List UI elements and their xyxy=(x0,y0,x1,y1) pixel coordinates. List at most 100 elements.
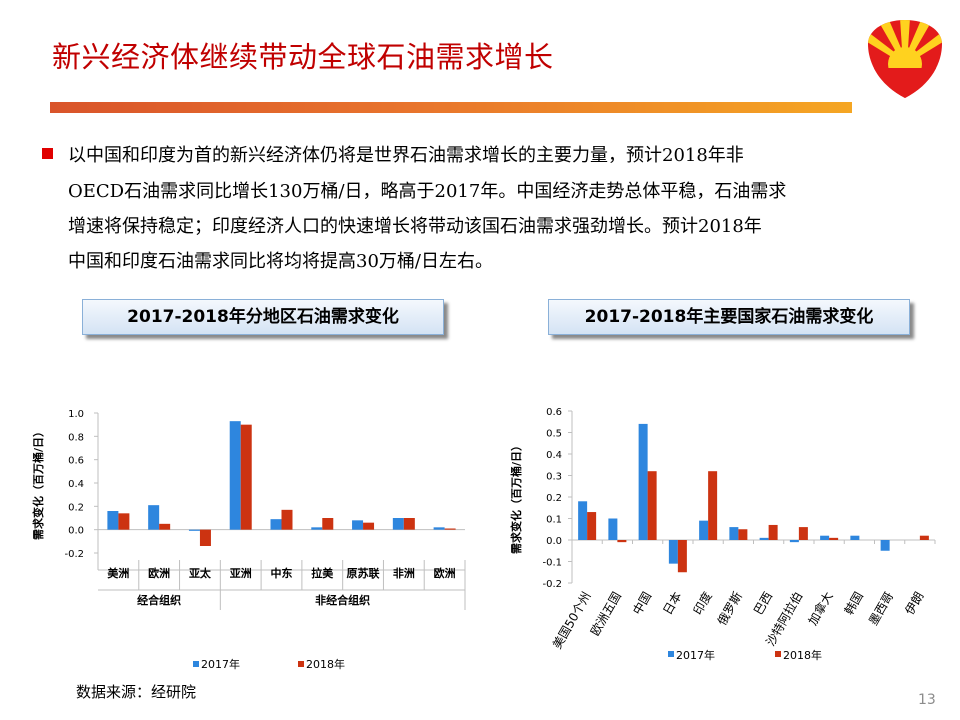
legend-swatch-0 xyxy=(668,651,674,657)
legend-label-0: 2017年 xyxy=(676,648,715,662)
x-category-label: 印度 xyxy=(690,589,715,617)
bar-2018-6 xyxy=(768,524,778,540)
bar-2018-0 xyxy=(118,513,130,530)
bar-2018-5 xyxy=(322,518,334,530)
paragraph-line-2: OECD石油需求同比增长130万桶/日，略高于2017年。中国经济走势总体平稳，… xyxy=(68,181,787,202)
y-axis-title: 需求变化（百万桶/日） xyxy=(509,440,523,554)
bar-2018-8 xyxy=(829,537,839,540)
y-tick-label: 0.6 xyxy=(68,456,84,467)
x-category-label: 美国50个州 xyxy=(550,590,594,652)
company-logo-icon xyxy=(868,20,942,98)
bar-2018-3 xyxy=(240,424,252,530)
y-tick-label: -0.2 xyxy=(542,579,562,590)
x-category-label: 巴西 xyxy=(751,590,775,618)
bar-2018-4 xyxy=(708,471,718,540)
bar-2018-7 xyxy=(798,527,808,540)
paragraph-line-3: 增速将保持稳定；印度经济人口的快速增长将带动该国石油需求强劲增长。预计2018年 xyxy=(68,216,762,237)
legend-label-1: 2018年 xyxy=(306,657,345,671)
paragraph-line-1: 以中国和印度为首的新兴经济体仍将是世界石油需求增长的主要力量，预计2018年非 xyxy=(68,145,744,166)
bar-2018-2 xyxy=(647,471,657,540)
y-tick-label: 0.0 xyxy=(546,536,562,547)
bar-2018-8 xyxy=(444,528,456,530)
x-category-label: 原苏联 xyxy=(347,566,380,580)
x-category-label: 亚洲 xyxy=(230,567,252,580)
y-tick-label: 0.1 xyxy=(546,515,562,526)
x-category-label: 欧洲 xyxy=(434,566,456,580)
bar-2017-8 xyxy=(820,535,830,540)
y-tick-label: 1.0 xyxy=(68,409,84,420)
x-category-label: 非洲 xyxy=(393,566,415,580)
section-header-left: 2017-2018年分地区石油需求变化 xyxy=(82,299,444,335)
x-category-label: 伊朗 xyxy=(902,590,926,618)
y-tick-label: 0.4 xyxy=(546,450,562,461)
bar-2017-6 xyxy=(759,537,769,540)
paragraph-line-4: 中国和印度石油需求同比将均将提高30万桶/日左右。 xyxy=(68,251,493,272)
bar-2017-3 xyxy=(668,540,678,564)
y-tick-label: 0.5 xyxy=(546,429,562,440)
bar-2018-6 xyxy=(363,522,375,530)
data-source-note: 数据来源：经研院 xyxy=(76,683,197,701)
x-group-label: 经合组织 xyxy=(137,593,181,607)
page-title: 新兴经济体继续带动全球石油需求增长 xyxy=(52,40,554,74)
bullet-square-icon xyxy=(42,148,53,159)
bar-2017-6 xyxy=(352,520,364,530)
y-axis-title: 需求变化（百万桶/日） xyxy=(31,426,45,540)
y-tick-label: -0.1 xyxy=(542,558,562,569)
y-tick-label: 0.8 xyxy=(68,432,84,443)
bar-2017-5 xyxy=(311,527,323,530)
bar-2017-3 xyxy=(229,421,241,530)
x-category-label: 日本 xyxy=(660,590,684,618)
x-category-label: 俄罗斯 xyxy=(715,590,745,628)
y-tick-label: -0.2 xyxy=(64,549,84,560)
y-tick-label: 0.0 xyxy=(68,526,84,537)
bar-2018-3 xyxy=(677,540,687,573)
bar-2017-0 xyxy=(107,511,119,530)
x-category-label: 美洲 xyxy=(107,566,129,580)
bar-2018-1 xyxy=(617,540,627,543)
bar-2018-4 xyxy=(281,509,293,530)
bar-2017-1 xyxy=(608,518,618,540)
x-category-label: 拉美 xyxy=(311,566,334,580)
bar-2017-2 xyxy=(638,423,648,540)
bar-2017-9 xyxy=(850,535,860,540)
x-category-label: 墨西哥 xyxy=(866,590,896,628)
y-tick-label: 0.3 xyxy=(546,472,562,483)
chart-country-demand: -0.2-0.10.00.10.20.30.40.50.6美国50个州欧洲五国中… xyxy=(509,407,936,662)
bar-2017-4 xyxy=(699,520,709,540)
bar-2018-11 xyxy=(919,535,929,540)
bar-2018-5 xyxy=(738,529,748,540)
y-tick-label: 0.4 xyxy=(68,479,84,490)
bar-2018-7 xyxy=(403,518,415,530)
y-tick-label: 0.6 xyxy=(546,407,562,418)
x-category-label: 中国 xyxy=(629,589,654,617)
x-category-label: 韩国 xyxy=(841,589,866,617)
bar-2018-1 xyxy=(159,523,171,530)
chart-regional-demand: -0.2 0.0 0.2 0.4 0.6 0.8 1.0 美洲 欧洲 亚太 亚洲 中东 拉美 原苏联 非洲 欧… xyxy=(31,409,466,671)
legend-swatch-1 xyxy=(298,661,304,667)
legend-swatch-1 xyxy=(775,651,781,657)
x-category-label: 欧洲 xyxy=(148,566,170,580)
legend-label-0: 2017年 xyxy=(201,657,240,671)
y-tick-label: 0.2 xyxy=(546,493,562,504)
x-category-label: 亚太 xyxy=(189,566,212,580)
bar-2018-0 xyxy=(587,512,597,540)
title-underline-bar xyxy=(50,102,852,113)
bar-2017-4 xyxy=(270,519,282,530)
bar-2017-8 xyxy=(433,527,445,530)
x-category-label: 加拿大 xyxy=(805,589,836,628)
page-number: 13 xyxy=(918,692,936,708)
bar-2017-7 xyxy=(789,540,799,543)
bar-2017-1 xyxy=(148,505,160,530)
legend-swatch-0 xyxy=(193,661,199,667)
bar-2018-2 xyxy=(199,529,211,546)
bar-2017-5 xyxy=(729,527,739,540)
bar-2017-2 xyxy=(188,529,200,531)
section-header-right: 2017-2018年主要国家石油需求变化 xyxy=(548,299,910,335)
x-category-label: 中东 xyxy=(271,566,293,580)
bar-2017-7 xyxy=(392,518,404,530)
bar-2017-0 xyxy=(578,501,588,540)
x-group-label: 非经合组织 xyxy=(315,593,370,607)
bar-2017-10 xyxy=(880,540,890,551)
legend-label-1: 2018年 xyxy=(783,648,822,662)
y-tick-label: 0.2 xyxy=(68,502,84,513)
